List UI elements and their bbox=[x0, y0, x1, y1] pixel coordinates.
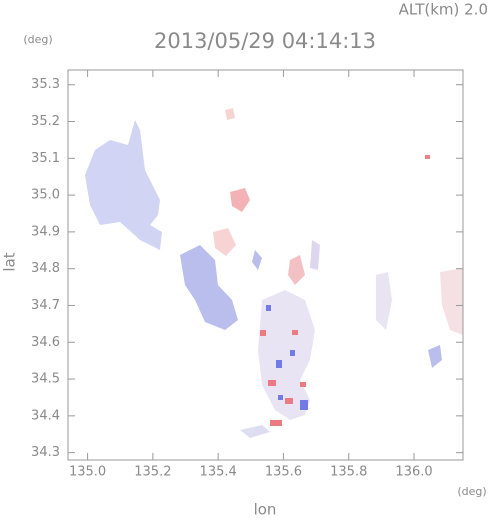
plot-frame bbox=[67, 69, 464, 461]
y-tick-label: 34.9 bbox=[31, 224, 60, 239]
y-tick-label: 34.3 bbox=[31, 445, 60, 460]
x-tick-label: 136.0 bbox=[395, 465, 432, 480]
x-tick-label: 135.8 bbox=[330, 465, 367, 480]
y-tick-label: 34.7 bbox=[31, 298, 60, 313]
x-tick-label: 135.2 bbox=[134, 465, 171, 480]
x-unit: (deg) bbox=[457, 485, 486, 498]
y-tick-label: 35.3 bbox=[31, 77, 60, 92]
chart-title: 2013/05/29 04:14:13 bbox=[154, 29, 376, 53]
y-unit: (deg) bbox=[23, 33, 52, 46]
x-axis-label: lon bbox=[254, 501, 277, 519]
radar-echo bbox=[85, 108, 463, 438]
y-tick-label: 34.4 bbox=[31, 408, 60, 423]
y-tick-label: 34.5 bbox=[31, 372, 60, 387]
y-tick-label: 35.1 bbox=[31, 151, 60, 166]
y-axis-label: lat bbox=[1, 252, 19, 271]
x-tick-label: 135.0 bbox=[69, 465, 106, 480]
x-tick-label: 135.4 bbox=[200, 465, 237, 480]
y-tick-label: 34.6 bbox=[31, 335, 60, 350]
y-tick-label: 34.8 bbox=[31, 261, 60, 276]
x-tick-label: 135.6 bbox=[265, 465, 302, 480]
y-tick-label: 35.0 bbox=[31, 188, 60, 203]
y-tick-label: 35.2 bbox=[31, 114, 60, 129]
chart-subtitle: ALT(km) 2.0 bbox=[399, 1, 488, 19]
